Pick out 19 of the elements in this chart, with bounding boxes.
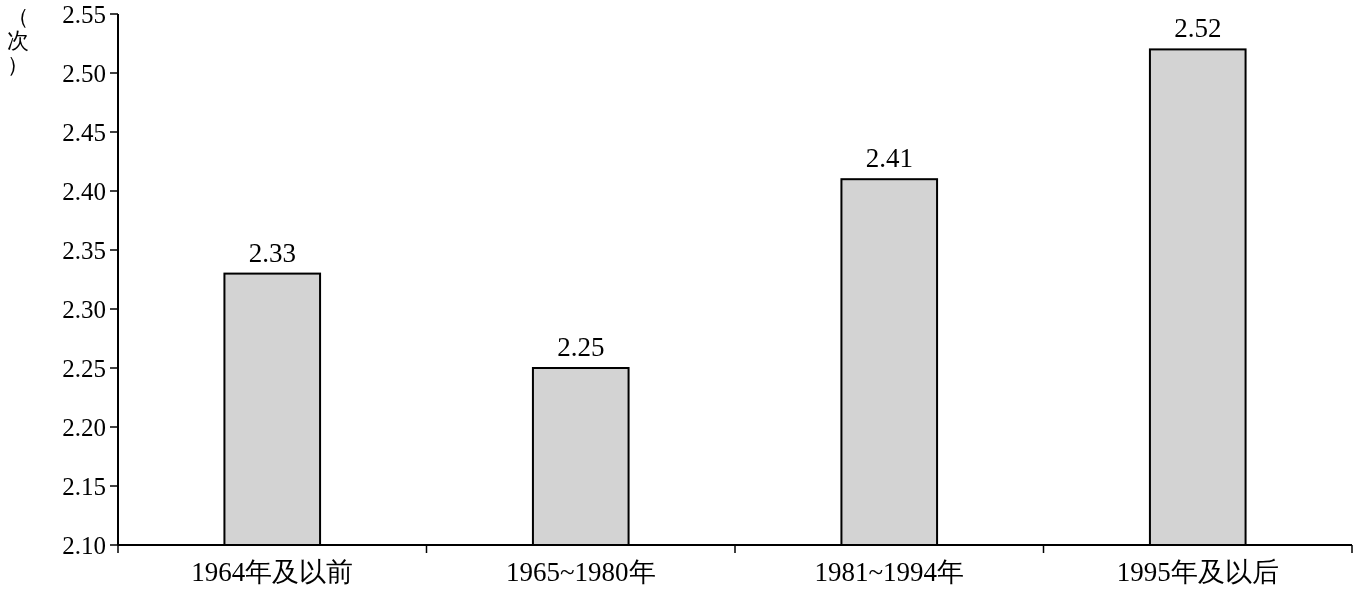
- y-tick-label: 2.20: [62, 413, 106, 441]
- data-label: 2.33: [248, 237, 296, 268]
- y-tick-label: 2.25: [62, 354, 106, 382]
- y-tick-label: 2.10: [62, 531, 106, 559]
- x-tick-label: 1981~1994年: [814, 557, 965, 587]
- y-tick-label: 2.35: [62, 236, 106, 264]
- x-tick-label: 1995年及以后: [1116, 557, 1279, 587]
- y-tick-label: 2.15: [62, 472, 106, 500]
- y-tick-label: 2.30: [62, 295, 106, 323]
- x-tick-label: 1964年及以前: [191, 557, 354, 587]
- data-label: 2.52: [1174, 13, 1222, 44]
- y-tick-label: 2.55: [62, 0, 106, 28]
- y-tick-label: 2.50: [62, 59, 106, 87]
- y-tick-label: 2.45: [62, 118, 106, 146]
- data-label: 2.41: [865, 143, 913, 174]
- y-tick-label: 2.40: [62, 177, 106, 205]
- ylabel: （次）: [7, 4, 29, 77]
- data-label: 2.25: [557, 332, 605, 362]
- x-tick-label: 1965~1980年: [505, 557, 656, 587]
